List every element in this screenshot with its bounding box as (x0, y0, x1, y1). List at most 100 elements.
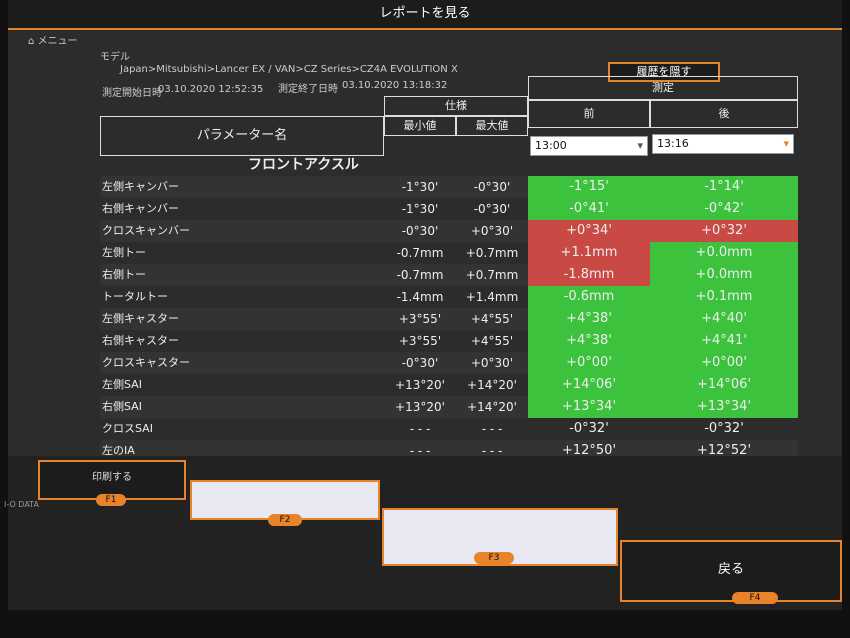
after-value: +13°34' (650, 396, 798, 418)
row-band (100, 418, 798, 440)
max-value: +0°30' (470, 356, 514, 370)
min-value: -1°30' (401, 180, 439, 194)
max-value: +14°20' (467, 400, 517, 414)
before-time-select[interactable]: 13:00 ▾ (530, 136, 648, 156)
parameter-name: クロスキャスター (102, 356, 190, 369)
min-value: +3°55' (398, 334, 442, 348)
max-value: +0.7mm (465, 246, 519, 260)
max-value: +4°55' (470, 334, 514, 348)
f3-key: F3 (474, 552, 514, 564)
screen: レポートを見る ⌂ メニュー モデル Japan>Mitsubishi>Lanc… (8, 0, 842, 610)
start-label: 測定開始日時 (102, 88, 162, 99)
hide-history-button[interactable]: 履歴を隠す (608, 62, 720, 82)
min-header: 最小値 (384, 116, 456, 136)
max-value: +0°30' (470, 224, 514, 238)
after-value: +4°41' (650, 330, 798, 352)
before-value: +4°38' (528, 308, 650, 330)
before-header: 前 (528, 100, 650, 128)
max-value: +14°20' (467, 378, 517, 392)
max-value: +0.7mm (465, 268, 519, 282)
before-value: -0.6mm (528, 286, 650, 308)
parameter-name: 左側SAI (102, 378, 142, 391)
f4-button[interactable]: 戻る (620, 540, 842, 602)
min-value: -0°30' (401, 224, 439, 238)
parameter-name: 右側SAI (102, 400, 142, 413)
window-title: レポートを見る (379, 6, 471, 21)
after-header: 後 (650, 100, 798, 128)
after-value: +0.0mm (650, 242, 798, 264)
end-time: 03.10.2020 13:18:32 (342, 80, 448, 91)
max-value: +1.4mm (465, 290, 519, 304)
after-time: 13:16 (657, 137, 689, 150)
after-value: +4°40' (650, 308, 798, 330)
after-value: +0.0mm (650, 264, 798, 286)
parameter-name: 左側キャンバー (102, 180, 179, 193)
after-value: -1°14' (650, 176, 798, 198)
before-value: +0°34' (528, 220, 650, 242)
after-value: +0.1mm (650, 286, 798, 308)
model-label: モデル (100, 52, 130, 63)
before-value: +14°06' (528, 374, 650, 396)
after-value: +14°06' (650, 374, 798, 396)
section-title: フロントアクスル (248, 157, 359, 173)
max-header: 最大値 (456, 116, 528, 136)
after-value: +0°32' (650, 220, 798, 242)
before-value: +0°00' (528, 352, 650, 374)
start-time: 03.10.2020 12:52:35 (158, 84, 264, 95)
bezel-brand: I-O DATA (4, 500, 39, 509)
parameter-name: クロスSAI (102, 422, 153, 435)
after-value: -0°32' (704, 421, 744, 436)
parameter-name: クロスキャンバー (102, 224, 190, 237)
after-value: +12°52' (696, 443, 752, 458)
before-value: -0°32' (569, 421, 609, 436)
min-value: -1°30' (401, 202, 439, 216)
min-value: -1.4mm (396, 290, 444, 304)
after-value: -0°42' (650, 198, 798, 220)
max-value: -0°30' (473, 202, 511, 216)
before-value: +13°34' (528, 396, 650, 418)
parameter-name: 左のIA (102, 444, 135, 457)
back-label: 戻る (717, 562, 744, 577)
max-value: - - - (481, 444, 503, 458)
before-value: -1°15' (528, 176, 650, 198)
parameter-name: 左側トー (102, 246, 146, 259)
min-value: - - - (409, 444, 431, 458)
before-value: +4°38' (528, 330, 650, 352)
min-value: -0°30' (401, 356, 439, 370)
parameter-name: 右側キャンバー (102, 202, 179, 215)
parameter-name: 右側キャスター (102, 334, 179, 347)
min-value: +13°20' (395, 378, 445, 392)
before-value: -0°41' (528, 198, 650, 220)
parameter-name: 右側トー (102, 268, 146, 281)
min-value: +13°20' (395, 400, 445, 414)
spec-header: 仕様 (384, 96, 528, 116)
before-time: 13:00 (535, 139, 567, 152)
min-value: - - - (409, 422, 431, 436)
min-value: -0.7mm (396, 268, 444, 282)
min-value: +3°55' (398, 312, 442, 326)
parameter-name: 左側キャスター (102, 312, 179, 325)
f2-key: F2 (268, 514, 302, 526)
print-label: 印刷する (92, 472, 132, 483)
f1-key: F1 (96, 494, 126, 506)
after-value: +0°00' (650, 352, 798, 374)
max-value: - - - (481, 422, 503, 436)
parameter-header: パラメーター名 (100, 116, 384, 156)
end-label: 測定終了日時 (278, 84, 338, 95)
before-value: +12°50' (561, 443, 617, 458)
after-time-select[interactable]: 13:16 ▾ (652, 134, 794, 154)
f4-key: F4 (732, 592, 778, 604)
min-value: -0.7mm (396, 246, 444, 260)
max-value: -0°30' (473, 180, 511, 194)
f2-button[interactable] (190, 480, 380, 520)
menu-label: メニュー (37, 36, 78, 47)
max-value: +4°55' (470, 312, 514, 326)
f1-button[interactable]: 印刷する (38, 460, 186, 500)
model: Japan>Mitsubishi>Lancer EX / VAN>CZ Seri… (120, 64, 458, 75)
measure-header: 測定 (528, 76, 798, 100)
menu-button[interactable]: ⌂ メニュー (28, 36, 78, 47)
parameter-name: トータルトー (102, 290, 168, 303)
before-value: -1.8mm (528, 264, 650, 286)
title-bar: レポートを見る (8, 0, 842, 30)
